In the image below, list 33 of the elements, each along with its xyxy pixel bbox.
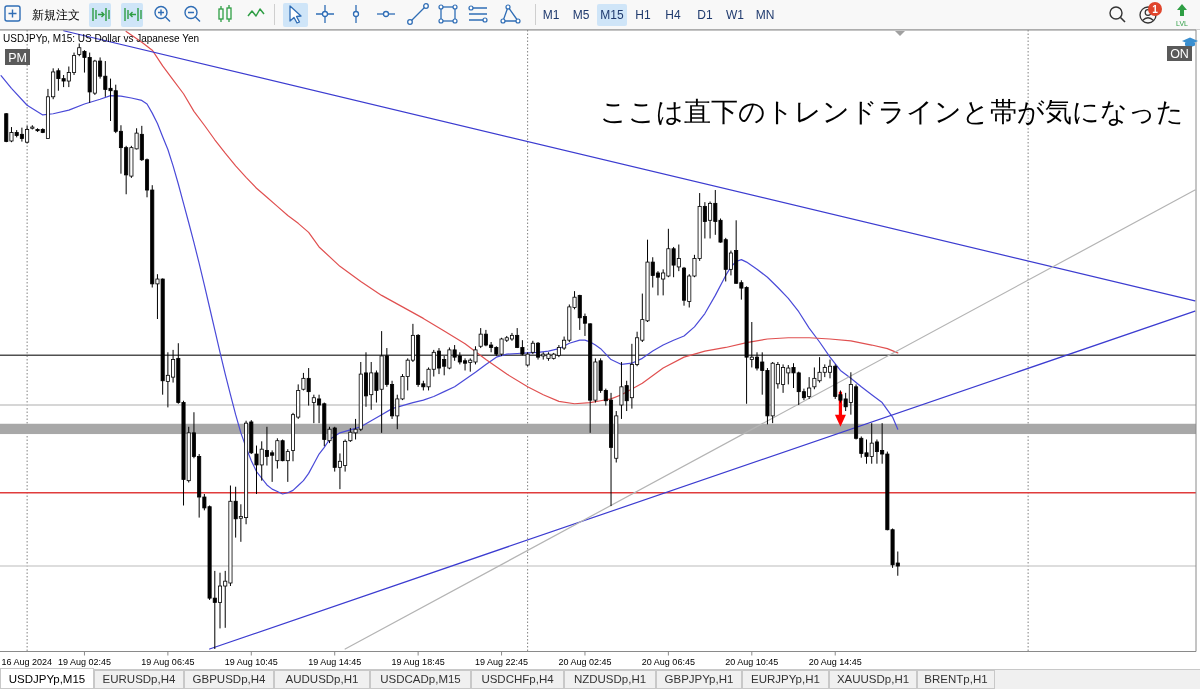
text: H4 [665, 8, 681, 22]
x-tick-label: 20 Aug 14:45 [808, 656, 862, 667]
text: MN [755, 8, 775, 22]
chart-title: USDJPYp, M15: US Dollar vs Japanese Yen [3, 33, 200, 44]
text: W1 [726, 8, 745, 22]
text: AUDUSDp,H1 [285, 673, 359, 685]
text: BRENTp,H1 [924, 673, 988, 685]
text: 1 [1152, 3, 1159, 15]
x-tick-label: 19 Aug 10:45 [224, 656, 278, 667]
text: 新規注文 [32, 8, 80, 22]
x-tick-label: 19 Aug 02:45 [57, 656, 111, 667]
text: GBPUSDp,H4 [192, 673, 267, 685]
text: 16 Aug 2024 [1, 656, 53, 667]
annotation: ここは直下のトレンドラインと帯が気になった [600, 97, 1184, 127]
text: XAUUSDp,H1 [836, 673, 910, 685]
text: USDCHFp,H4 [481, 673, 555, 685]
x-tick-label: 20 Aug 06:45 [641, 656, 695, 667]
text: GBPJPYp,H1 [664, 673, 734, 685]
x-tick-label: 19 Aug 14:45 [308, 656, 362, 667]
x-tick-label: 19 Aug 06:45 [141, 656, 195, 667]
x-tick-label: 19 Aug 18:45 [391, 656, 445, 667]
text: D1 [697, 8, 713, 22]
text: EURJPYp,H1 [751, 673, 820, 685]
text: M1 [542, 8, 560, 22]
x-tick-label: 20 Aug 10:45 [725, 656, 779, 667]
text: M5 [572, 8, 590, 22]
x-tick-label: 19 Aug 22:45 [475, 656, 529, 667]
text: USDCADp,M15 [380, 673, 461, 685]
text: USDJPYp,M15 [8, 673, 86, 685]
text: NZDUSDp,H1 [573, 673, 647, 685]
text: H1 [635, 8, 651, 22]
text: EURUSDp,H4 [102, 673, 177, 685]
x-tick-label: 20 Aug 02:45 [558, 656, 612, 667]
